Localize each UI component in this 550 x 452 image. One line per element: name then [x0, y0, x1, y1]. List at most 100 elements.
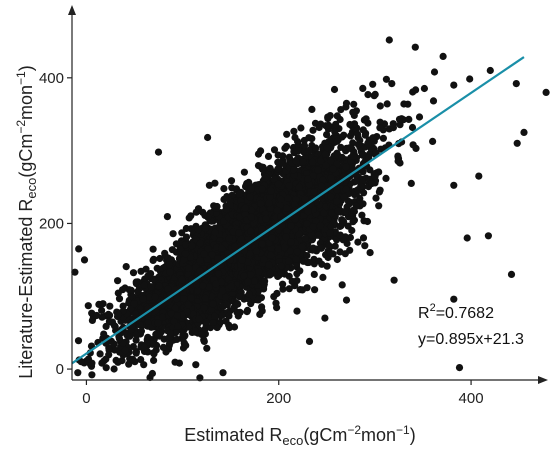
data-point: [140, 343, 148, 351]
data-point: [129, 343, 137, 351]
data-point: [127, 286, 135, 294]
data-point: [296, 286, 304, 294]
data-point: [308, 158, 317, 166]
data-point: [244, 234, 253, 242]
data-point: [342, 99, 351, 107]
data-point: [114, 310, 123, 319]
data-point: [218, 244, 226, 252]
data-point: [185, 214, 193, 222]
data-point: [285, 285, 293, 293]
data-point: [290, 166, 298, 174]
data-point: [171, 358, 179, 366]
data-point: [354, 238, 362, 246]
data-point: [130, 300, 138, 308]
data-point: [395, 115, 404, 123]
data-point: [200, 337, 208, 345]
data-point: [394, 157, 402, 165]
data-point: [301, 234, 309, 243]
data-point: [312, 144, 320, 152]
data-point: [286, 247, 295, 255]
data-point: [127, 331, 135, 339]
data-point: [219, 287, 227, 295]
data-point: [333, 186, 341, 194]
data-point: [149, 245, 157, 253]
data-point: [326, 229, 334, 237]
data-point: [188, 242, 196, 250]
data-point: [240, 247, 248, 255]
data-point: [371, 172, 379, 180]
data-point: [220, 185, 228, 193]
data-point: [466, 75, 474, 83]
data-point: [283, 227, 291, 235]
data-point: [131, 310, 139, 318]
data-point: [244, 258, 252, 266]
data-point: [412, 86, 420, 94]
data-point: [121, 346, 129, 355]
data-point: [164, 285, 172, 293]
data-point: [268, 234, 276, 242]
data-point: [319, 176, 327, 184]
data-point: [364, 91, 372, 99]
data-point: [309, 246, 317, 254]
data-point: [99, 300, 107, 308]
data-point: [295, 183, 303, 191]
data-point: [420, 84, 428, 93]
data-point: [236, 213, 244, 221]
data-point: [361, 242, 369, 250]
data-point: [328, 209, 336, 217]
data-point: [247, 213, 255, 221]
data-point: [98, 313, 106, 321]
data-point: [346, 246, 354, 254]
data-point: [213, 323, 221, 332]
data-point: [277, 269, 285, 277]
data-point: [309, 172, 317, 180]
data-point: [369, 80, 377, 88]
data-point: [228, 184, 236, 192]
data-point: [154, 319, 162, 327]
data-point: [225, 234, 233, 243]
data-point: [196, 239, 204, 247]
data-point: [192, 208, 200, 216]
data-point: [359, 234, 368, 242]
data-point: [203, 255, 211, 263]
data-point: [208, 251, 216, 259]
data-point: [294, 147, 302, 155]
data-point: [214, 255, 222, 263]
data-point: [153, 264, 161, 272]
data-point: [304, 175, 312, 183]
data-point: [319, 273, 327, 281]
data-point: [270, 175, 278, 183]
data-point: [166, 339, 174, 347]
data-point: [196, 257, 204, 265]
data-point: [235, 229, 243, 237]
data-point: [203, 344, 211, 352]
data-point: [324, 113, 332, 121]
data-point: [383, 100, 391, 108]
data-point: [348, 226, 356, 235]
data-point: [153, 330, 161, 338]
data-point: [233, 308, 241, 316]
data-point: [245, 290, 253, 298]
data-point: [187, 294, 195, 302]
data-point: [237, 240, 245, 248]
data-point: [376, 124, 384, 132]
data-point: [365, 153, 373, 162]
data-point: [350, 152, 358, 160]
data-point: [295, 230, 303, 238]
data-point: [200, 304, 208, 312]
data-point: [247, 227, 255, 235]
data-point: [375, 202, 383, 210]
data-point: [349, 108, 357, 116]
data-point: [303, 252, 311, 260]
data-point: [155, 282, 163, 290]
data-point: [205, 181, 213, 189]
data-point: [181, 250, 190, 258]
data-point: [317, 157, 325, 165]
data-point: [184, 301, 193, 309]
data-point: [314, 166, 322, 174]
data-point: [407, 179, 415, 187]
data-point: [376, 102, 384, 110]
data-point: [292, 255, 300, 263]
data-point: [211, 312, 219, 320]
data-point: [322, 161, 330, 170]
